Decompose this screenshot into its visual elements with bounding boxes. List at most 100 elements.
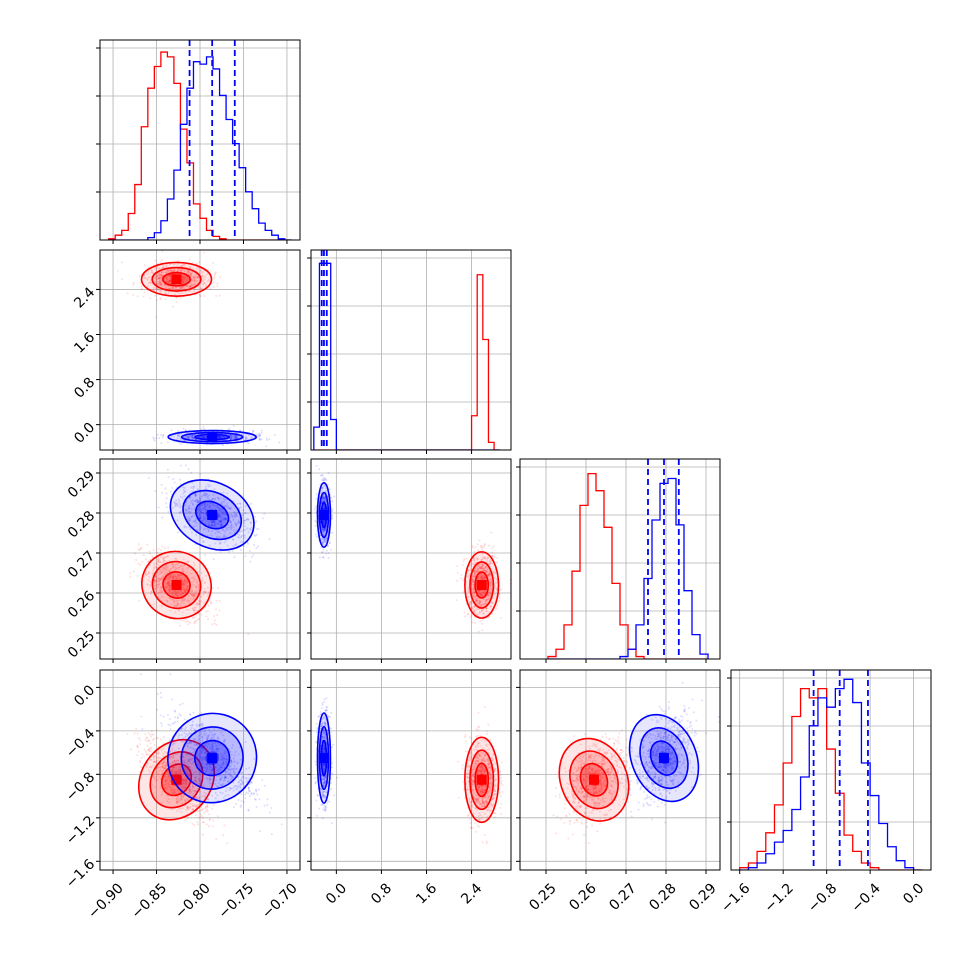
- data-point: [168, 587, 171, 590]
- data-point: [202, 518, 205, 521]
- data-point: [171, 770, 174, 773]
- data-point: [182, 796, 185, 799]
- data-point: [193, 593, 196, 596]
- data-point: [207, 524, 210, 527]
- data-point: [157, 277, 160, 280]
- data-point: [166, 785, 169, 788]
- data-point: [320, 551, 323, 554]
- data-point: [149, 281, 152, 284]
- data-point: [257, 527, 260, 530]
- data-point: [183, 490, 186, 493]
- data-point: [322, 495, 325, 498]
- data-point: [234, 434, 237, 437]
- data-point: [164, 292, 167, 295]
- data-point: [201, 833, 204, 836]
- data-point: [199, 600, 202, 603]
- data-point: [188, 496, 191, 499]
- data-point: [231, 434, 234, 437]
- data-point: [160, 568, 163, 571]
- data-point: [183, 269, 186, 272]
- data-point: [159, 274, 162, 277]
- data-point: [177, 771, 180, 774]
- data-point: [466, 613, 469, 616]
- data-point: [483, 544, 486, 547]
- data-point: [164, 780, 167, 783]
- data-point: [218, 507, 221, 510]
- data-point: [203, 436, 206, 439]
- data-point: [184, 785, 187, 788]
- data-point: [475, 568, 478, 571]
- data-point: [490, 559, 493, 562]
- data-point: [173, 574, 176, 577]
- data-point: [322, 548, 325, 551]
- data-point: [172, 595, 175, 598]
- data-point: [491, 554, 494, 557]
- data-point: [238, 502, 241, 505]
- data-point: [156, 759, 159, 762]
- data-point: [167, 784, 170, 787]
- data-point: [235, 524, 238, 527]
- data-point: [495, 589, 498, 592]
- data-point: [321, 486, 324, 489]
- data-point: [161, 773, 164, 776]
- data-point: [197, 612, 200, 615]
- data-point: [191, 594, 194, 597]
- density-peak: [171, 274, 182, 285]
- data-point: [478, 539, 481, 542]
- data-point: [206, 495, 209, 498]
- data-point: [216, 530, 219, 533]
- data-point: [189, 285, 192, 288]
- data-point: [130, 748, 133, 751]
- data-point: [250, 437, 253, 440]
- data-point: [247, 633, 250, 636]
- data-point: [201, 494, 204, 497]
- data-point: [477, 630, 480, 633]
- data-point: [184, 819, 187, 822]
- data-point: [226, 502, 229, 505]
- data-point: [160, 589, 163, 592]
- histogram-series_a: [108, 51, 292, 240]
- data-point: [474, 571, 477, 574]
- data-point: [168, 280, 171, 283]
- data-point: [186, 791, 189, 794]
- data-point: [322, 528, 325, 531]
- data-point: [322, 507, 325, 510]
- data-point: [173, 600, 176, 603]
- data-point: [138, 274, 141, 277]
- data-point: [237, 520, 240, 523]
- data-point: [142, 554, 145, 557]
- data-point: [178, 511, 181, 514]
- data-point: [166, 583, 169, 586]
- data-point: [196, 581, 199, 584]
- data-point: [172, 766, 175, 769]
- data-point: [324, 527, 327, 530]
- data-point: [224, 499, 227, 502]
- data-point: [157, 547, 160, 550]
- data-point: [170, 286, 173, 289]
- data-point: [315, 497, 318, 500]
- data-point: [182, 570, 185, 573]
- data-point: [177, 259, 180, 262]
- data-point: [203, 506, 206, 509]
- data-point: [179, 511, 182, 514]
- data-point: [213, 615, 216, 618]
- data-point: [203, 294, 206, 297]
- data-point: [227, 526, 230, 529]
- data-point: [222, 518, 225, 521]
- data-point: [166, 284, 169, 287]
- data-point: [325, 538, 328, 541]
- data-point: [475, 600, 478, 603]
- data-point: [148, 583, 151, 586]
- density-peak: [318, 510, 329, 520]
- data-point: [184, 279, 187, 282]
- data-point: [188, 602, 191, 605]
- data-point: [185, 499, 188, 502]
- data-point: [211, 497, 214, 500]
- data-point: [245, 519, 248, 522]
- data-point: [220, 512, 223, 515]
- data-point: [192, 561, 195, 564]
- data-point: [202, 821, 205, 824]
- data-point: [191, 436, 194, 439]
- data-point: [143, 291, 146, 294]
- data-point: [177, 760, 180, 763]
